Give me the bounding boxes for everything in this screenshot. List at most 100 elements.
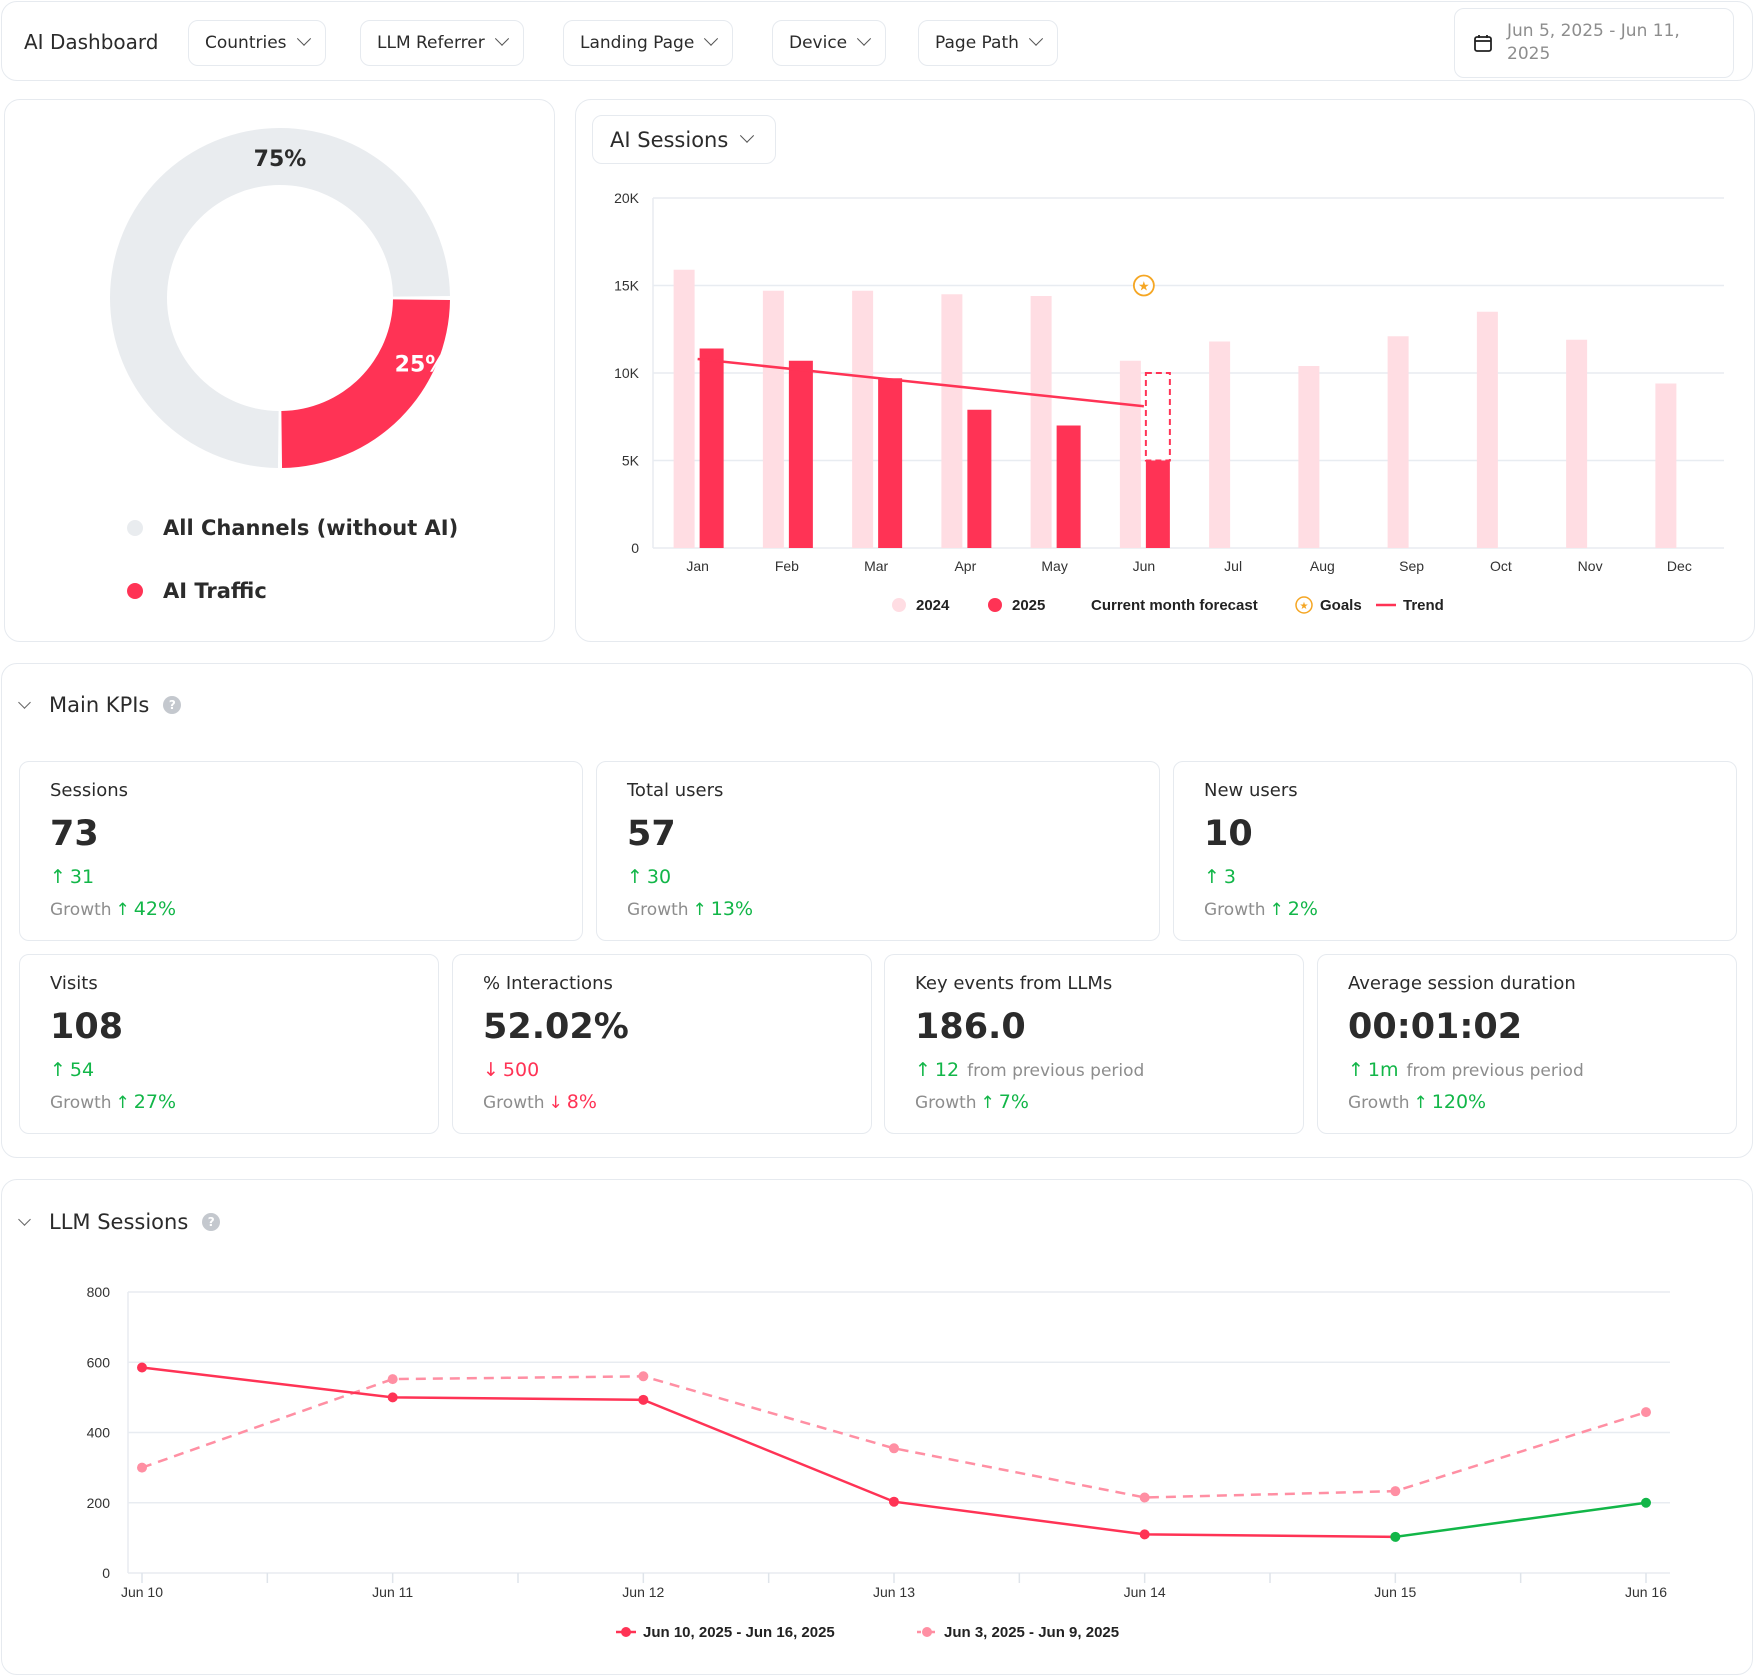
bar-2025[interactable]	[788, 360, 813, 548]
y-tick-label: 600	[87, 1354, 111, 1370]
kpi-delta: ↑ 30	[627, 866, 1129, 894]
data-point-current[interactable]	[1139, 1529, 1150, 1540]
legend-item-goals[interactable]: ★ Goals	[1295, 596, 1362, 614]
ai-sessions-card: 0 5K 10K 15K 20K Jan Feb Mar Apr May Jun Jul Aug Sep O…	[575, 99, 1755, 642]
donut-slice[interactable]	[110, 128, 450, 468]
bar-2025[interactable]	[967, 409, 992, 548]
kpi-growth: Growth ↑ 2%	[1204, 898, 1706, 920]
kpi-value: 186.0	[915, 1007, 1026, 1047]
bar-2024[interactable]	[1209, 341, 1231, 549]
bar-2025[interactable]	[699, 348, 724, 549]
legend-item-current[interactable]: Jun 10, 2025 - Jun 16, 2025	[616, 1624, 835, 1641]
donut-slice-label: 25%	[395, 353, 448, 378]
y-tick-label: 0	[631, 540, 639, 556]
filter-llm-referrer[interactable]: LLM Referrer	[360, 20, 524, 66]
llm-sessions-toggle[interactable]: LLM Sessions ?	[18, 1210, 221, 1234]
bar-2024[interactable]	[1655, 383, 1677, 549]
legend-dot	[621, 1627, 631, 1637]
star-icon: ★	[1300, 601, 1309, 612]
data-point-current[interactable]	[1641, 1497, 1651, 1508]
kpi-delta-value: 12	[934, 1059, 960, 1081]
x-tick-label: Jun	[1133, 558, 1156, 574]
data-point-current[interactable]	[1390, 1531, 1401, 1542]
kpi-delta: ↑ 1m from previous period	[1348, 1059, 1706, 1087]
legend-label: Jun 3, 2025 - Jun 9, 2025	[944, 1624, 1119, 1641]
trend-line	[697, 357, 1145, 408]
legend-item-y2025[interactable]: 2025	[988, 597, 1045, 614]
data-point-previous[interactable]	[638, 1371, 649, 1382]
data-point-current[interactable]	[889, 1496, 899, 1507]
x-tick-label: Mar	[864, 558, 888, 574]
data-point-previous[interactable]	[1641, 1407, 1651, 1418]
legend-item-trend[interactable]: Trend	[1376, 597, 1444, 614]
data-point-current[interactable]	[638, 1394, 649, 1405]
bar-2024[interactable]	[941, 294, 963, 548]
kpi-value: 52.02%	[483, 1007, 629, 1047]
bar-2025[interactable]	[1145, 460, 1170, 549]
x-tick-label: Jun 11	[372, 1584, 413, 1600]
arrow-up-icon: ↑	[915, 1059, 931, 1081]
legend-dot	[922, 1627, 932, 1637]
x-tick-label: Jun 13	[873, 1584, 915, 1600]
filter-landing-page[interactable]: Landing Page	[563, 20, 734, 66]
filter-countries[interactable]: Countries	[188, 20, 326, 66]
kpi-growth: Growth ↓ 8%	[483, 1091, 841, 1113]
growth-label: Growth	[50, 900, 112, 920]
kpi-label: Visits	[50, 973, 98, 994]
bar-2025[interactable]	[1056, 425, 1081, 549]
filter-page-path[interactable]: Page Path	[918, 20, 1058, 66]
data-point-previous[interactable]	[889, 1443, 899, 1454]
help-icon[interactable]: ?	[163, 696, 182, 714]
x-tick-label: Jan	[686, 558, 709, 574]
chevron-down-icon	[494, 31, 509, 46]
x-tick-label: Jun 10	[121, 1584, 163, 1600]
kpi-delta-suffix: from previous period	[967, 1061, 1145, 1081]
chart-legend: Jun 10, 2025 - Jun 16, 2025 Jun 3, 2025 -…	[616, 1624, 1119, 1641]
kpi-delta-value: 54	[69, 1059, 95, 1081]
bar-2024[interactable]	[1566, 339, 1588, 548]
arrow-up-icon: ↑	[1269, 900, 1284, 920]
filter-device[interactable]: Device	[772, 20, 887, 66]
legend-item-forecast[interactable]: Current month forecast	[1091, 597, 1258, 614]
kpi-delta-value: 3	[1223, 866, 1237, 888]
help-icon[interactable]: ?	[202, 1213, 221, 1231]
kpi-label: Total users	[627, 780, 724, 801]
kpi-growth: Growth ↑ 13%	[627, 898, 1129, 920]
data-point-previous[interactable]	[1139, 1492, 1150, 1503]
bar-2024[interactable]	[852, 290, 874, 548]
legend-item-y2024[interactable]: 2024	[892, 597, 950, 614]
bar-2024[interactable]	[1387, 336, 1409, 548]
legend-dot	[892, 598, 906, 612]
legend-label: All Channels (without AI)	[163, 516, 459, 540]
x-tick-label: Jul	[1224, 558, 1242, 574]
legend-item-all-channels[interactable]: All Channels (without AI)	[127, 516, 458, 540]
x-tick-label: May	[1041, 558, 1067, 574]
kpi-delta-value: 30	[646, 866, 672, 888]
data-point-current[interactable]	[387, 1392, 398, 1403]
bar-2024[interactable]	[762, 290, 784, 548]
kpi-card: Visits 108 ↑ 54 Growth ↑ 27%	[19, 954, 439, 1134]
data-point-previous[interactable]	[387, 1374, 398, 1385]
x-tick-label: Dec	[1667, 558, 1692, 574]
kpi-growth: Growth ↑ 27%	[50, 1091, 408, 1113]
bar-2025[interactable]	[878, 378, 903, 548]
forecast-bar[interactable]	[1144, 372, 1171, 462]
x-tick-label: Jun 14	[1124, 1584, 1166, 1600]
donut-slice-label: 75%	[254, 147, 307, 172]
donut-slice[interactable]	[281, 299, 450, 468]
data-point-previous[interactable]	[137, 1462, 147, 1473]
ai-sessions-bar-chart: 0 5K 10K 15K 20K Jan Feb Mar Apr May Jun Jul Aug Sep O…	[614, 190, 1724, 614]
data-point-current[interactable]	[137, 1362, 147, 1373]
bar-2024[interactable]	[1476, 311, 1498, 548]
data-point-previous[interactable]	[1390, 1486, 1401, 1497]
bar-2024[interactable]	[1030, 296, 1052, 548]
goal-marker[interactable]: ★	[1132, 274, 1155, 297]
main-kpis-toggle[interactable]: Main KPIs ?	[18, 693, 182, 717]
bar-2024[interactable]	[1298, 366, 1320, 548]
bar-2024[interactable]	[1119, 360, 1141, 548]
legend-item-ai-traffic[interactable]: AI Traffic	[127, 579, 267, 603]
bar-2024[interactable]	[673, 269, 695, 548]
date-range-picker[interactable]: Jun 5, 2025 - Jun 11, 2025	[1454, 8, 1734, 78]
legend-item-previous[interactable]: Jun 3, 2025 - Jun 9, 2025	[917, 1624, 1119, 1641]
metric-selector[interactable]: AI Sessions	[592, 115, 776, 164]
